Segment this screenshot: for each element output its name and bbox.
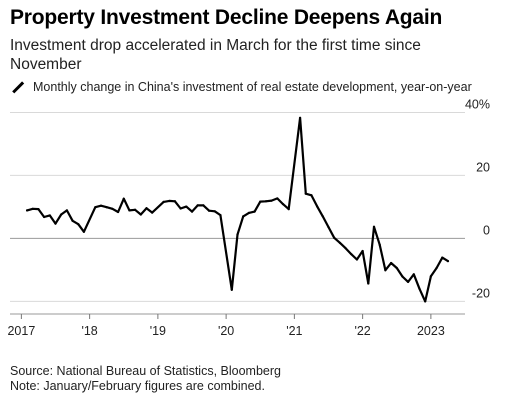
data-point-2020-06 [253,210,256,213]
data-point-2021-04 [310,194,313,197]
y-tick-label-1: 20 [476,160,490,174]
data-point-2019-07 [190,210,194,213]
data-point-2017-02 [25,209,29,212]
data-point-2023-02 [435,266,438,270]
data-point-2020-12 [287,208,290,211]
data-point-2021-12 [355,258,359,261]
data-point-2019-06 [185,205,188,208]
data-point-2022-12 [424,300,427,303]
data-point-2019-10 [207,209,211,212]
data-point-2019-09 [202,204,205,207]
data-point-2021-11 [350,253,353,256]
data-point-2022-06 [389,261,393,265]
data-point-2018-02 [94,206,97,209]
x-tick-label-2: '19 [150,324,166,338]
x-tick-label-5: '22 [354,324,370,338]
data-point-2020-07 [259,200,262,203]
data-point-2020-04 [242,215,245,218]
data-point-2022-02 [367,282,370,285]
data-point-2021-08 [333,236,336,239]
y-axis: 40% 20 0 -20 [465,97,490,300]
data-point-2018-09 [134,208,137,211]
y-tick-label-0: 40% [465,97,490,111]
data-point-2019-08 [196,204,199,207]
data-point-2022-09 [407,280,410,283]
methodology-note: Note: January/February figures are combi… [10,379,265,393]
x-axis: 2017 '18 '19 '20 '21 '22 2023 [7,313,465,338]
chart-subtitle: Investment drop accelerated in March for… [10,37,421,73]
data-point-2020-11 [281,202,285,206]
series-layer [25,116,450,303]
data-point-2018-04 [105,206,108,209]
chart-title: Property Investment Decline Deepens Agai… [10,6,443,29]
data-point-2023-01 [429,275,432,278]
data-point-2021-10 [344,247,347,250]
data-point-2017-08 [60,213,63,216]
data-point-2018-11 [145,207,148,210]
data-point-2021-06 [321,215,324,218]
data-point-2022-05 [384,269,387,272]
data-point-2019-02 [162,200,165,203]
data-point-2021-09 [338,241,341,244]
data-point-2018-05 [111,207,114,210]
x-tick-label-6: 2023 [417,324,445,338]
data-point-2020-02 [230,288,233,291]
data-point-2019-11 [213,210,216,213]
data-point-2021-02 [298,116,302,119]
data-point-2019-05 [179,207,182,210]
data-point-2022-07 [395,266,398,270]
x-tick-label-3: '20 [218,324,234,338]
data-point-2021-03 [304,192,307,195]
data-point-2021-07 [327,225,330,229]
data-point-2019-04 [173,200,177,203]
data-point-2022-10 [412,273,415,276]
data-point-2022-11 [418,287,421,290]
legend: Monthly change in China's investment of … [10,80,472,94]
footer: Source: National Bureau of Statistics, B… [10,364,281,394]
gridlines [10,111,465,302]
data-point-2018-10 [139,213,142,216]
x-tick-label-0: 2017 [7,324,35,338]
data-point-2021-05 [316,205,319,208]
data-point-2017-11 [77,223,80,226]
data-point-2018-03 [99,204,103,207]
data-point-2019-12 [219,214,222,217]
data-point-2020-08 [264,200,268,203]
data-point-2022-03 [372,225,376,228]
data-point-2022-01 [361,249,364,253]
legend-label: Monthly change in China's investment of … [33,80,472,94]
source-note: Source: National Bureau of Statistics, B… [10,364,281,378]
data-point-2017-12 [82,230,86,233]
data-point-2018-06 [116,210,120,214]
data-point-2017-07 [54,222,57,225]
data-point-2017-06 [48,214,51,217]
data-point-2020-03 [236,233,239,236]
y-tick-label-2: 0 [483,223,490,237]
data-point-2017-03 [31,207,34,210]
data-point-2017-04 [37,208,40,211]
series-line-0 [26,116,449,303]
data-point-2023-04 [446,259,450,263]
x-tick-label-4: '21 [286,324,302,338]
data-point-2020-10 [276,197,279,200]
y-tick-label-3: -20 [472,286,490,300]
data-point-2018-12 [151,211,154,214]
data-point-2022-08 [401,275,404,278]
data-point-2023-03 [441,256,444,259]
x-tick-label-1: '18 [81,324,97,338]
data-point-2019-03 [168,199,171,203]
data-point-2018-07 [122,197,125,200]
data-point-2017-05 [43,215,46,219]
data-point-2020-05 [247,211,250,215]
data-point-2017-10 [71,219,74,222]
data-point-2020-09 [270,199,273,202]
data-point-2017-09 [65,209,68,212]
data-point-2022-04 [378,243,381,246]
data-point-2018-08 [128,209,131,212]
